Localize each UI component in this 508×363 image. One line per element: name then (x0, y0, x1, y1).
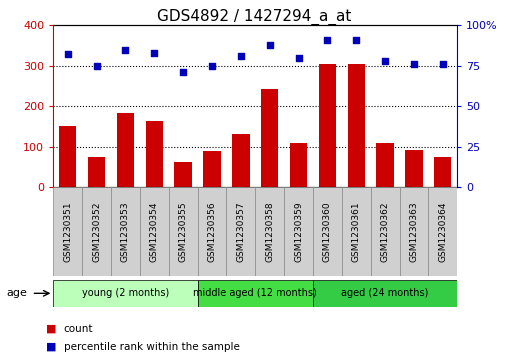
Bar (232, 134, 249, 187)
Bar (111, 187, 140, 276)
Bar (53, 187, 82, 276)
Bar (88, 157, 105, 187)
Bar (313, 280, 457, 307)
Point (237, 53, 245, 59)
Text: GSM1230353: GSM1230353 (121, 201, 130, 262)
Point (323, 37, 331, 43)
Bar (342, 187, 371, 276)
Bar (405, 150, 423, 187)
Text: GSM1230360: GSM1230360 (323, 201, 332, 262)
Point (352, 37, 360, 43)
Bar (82, 187, 111, 276)
Bar (169, 187, 198, 276)
Bar (399, 187, 428, 276)
Point (150, 50, 158, 56)
Bar (227, 187, 255, 276)
Bar (434, 157, 452, 187)
Text: young (2 months): young (2 months) (82, 288, 169, 298)
Bar (347, 64, 365, 187)
Point (410, 61, 418, 67)
Point (179, 69, 187, 75)
Text: GSM1230354: GSM1230354 (150, 201, 159, 262)
Text: GSM1230362: GSM1230362 (380, 201, 390, 262)
Text: GSM1230358: GSM1230358 (265, 201, 274, 262)
Text: ■: ■ (46, 342, 56, 352)
Bar (256, 187, 284, 276)
Text: GSM1230364: GSM1230364 (438, 201, 447, 262)
Text: GSM1230355: GSM1230355 (179, 201, 187, 262)
Text: GSM1230357: GSM1230357 (236, 201, 245, 262)
Text: age: age (6, 288, 27, 298)
Text: percentile rank within the sample: percentile rank within the sample (64, 342, 239, 352)
Text: GSM1230352: GSM1230352 (92, 201, 101, 262)
Text: GSM1230351: GSM1230351 (64, 201, 72, 262)
Text: middle aged (12 months): middle aged (12 months) (194, 288, 317, 298)
Point (92, 63, 101, 69)
Point (64, 52, 72, 57)
Bar (371, 187, 399, 276)
Bar (53, 280, 198, 307)
Text: count: count (64, 323, 93, 334)
Bar (198, 187, 227, 276)
Bar (284, 187, 313, 276)
Text: GSM1230363: GSM1230363 (409, 201, 419, 262)
Point (121, 47, 130, 53)
Bar (319, 64, 336, 187)
Text: ■: ■ (46, 323, 56, 334)
Bar (59, 126, 76, 187)
Bar (140, 187, 169, 276)
Text: GSM1230359: GSM1230359 (294, 201, 303, 262)
Point (381, 58, 389, 64)
Bar (117, 114, 134, 187)
Text: aged (24 months): aged (24 months) (341, 288, 429, 298)
Bar (428, 187, 457, 276)
Point (208, 63, 216, 69)
Bar (376, 143, 394, 187)
Bar (198, 280, 313, 307)
Bar (313, 187, 342, 276)
Text: GSM1230361: GSM1230361 (352, 201, 361, 262)
Bar (175, 162, 192, 187)
Bar (203, 151, 220, 187)
Bar (290, 143, 307, 187)
Text: GSM1230356: GSM1230356 (207, 201, 216, 262)
Bar (261, 89, 278, 187)
Bar (146, 121, 163, 187)
Point (439, 61, 447, 67)
Point (295, 55, 303, 61)
Point (266, 42, 274, 48)
Text: GDS4892 / 1427294_a_at: GDS4892 / 1427294_a_at (157, 9, 351, 25)
